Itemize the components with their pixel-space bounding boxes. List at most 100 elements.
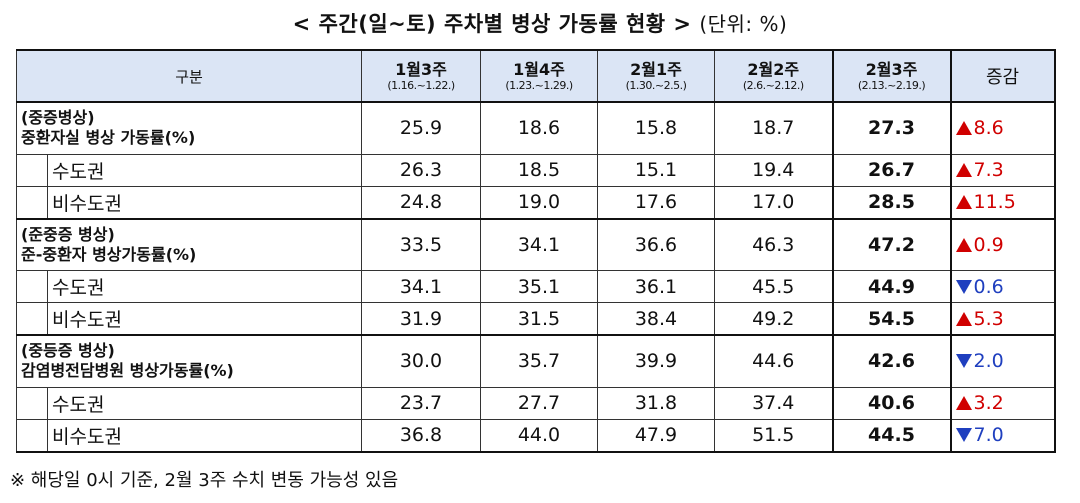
increase-triangle-icon xyxy=(955,163,972,177)
region-name: 수도권 xyxy=(52,393,105,416)
cell-week-4: 17.0 xyxy=(714,185,833,219)
region-label: 비수도권 xyxy=(16,302,362,336)
change-value: 0.9 xyxy=(973,233,1004,256)
table-row: 수도권 26.3 18.5 15.1 19.4 26.7 7.3 xyxy=(16,153,1056,187)
cell-week-2: 19.0 xyxy=(480,185,598,219)
cell-week-1: 30.0 xyxy=(361,334,481,388)
increase-triangle-icon xyxy=(955,237,972,252)
cell-week-3: 31.8 xyxy=(597,386,715,420)
indent-spacer xyxy=(17,303,48,334)
group-label-category: (중등증 병상) xyxy=(21,341,115,361)
change-value: 8.6 xyxy=(973,117,1004,140)
table-row: (중증병상) 중환자실 병상 가동률(%) 25.9 18.6 15.8 18.7 27.3… xyxy=(16,101,1056,155)
table-title: < 주간(일~토) 주차별 병상 가동률 현황 > (단위: %) xyxy=(0,8,1080,38)
cell-week-1: 36.8 xyxy=(361,418,481,453)
cell-current-week: 27.3 xyxy=(831,101,952,155)
decrease-triangle-icon xyxy=(955,354,972,369)
group-label-category: (중증병상) xyxy=(21,108,95,128)
change-value: 0.6 xyxy=(973,275,1004,298)
increase-triangle-icon xyxy=(955,195,972,209)
cell-week-3: 15.8 xyxy=(597,101,715,155)
cell-week-4: 44.6 xyxy=(714,334,833,388)
cell-week-1: 25.9 xyxy=(361,101,481,155)
table-row: 비수도권 36.8 44.0 47.9 51.5 44.5 7.0 xyxy=(16,418,1056,453)
indent-spacer xyxy=(17,186,48,218)
header-week-current: 2월3주 (2.13.~2.19.) xyxy=(831,49,952,103)
cell-week-4: 18.7 xyxy=(714,101,833,155)
group-label-metric: 준-중환자 병상가동률(%) xyxy=(21,244,197,264)
cell-week-2: 44.0 xyxy=(480,418,598,453)
region-label: 비수도권 xyxy=(16,418,362,453)
header-week-3: 2월1주 (1.30.~2.5.) xyxy=(597,49,715,103)
change-value: 7.3 xyxy=(973,159,1004,181)
increase-triangle-icon xyxy=(955,311,972,326)
title-unit: (단위: %) xyxy=(699,12,788,36)
cell-week-4: 45.5 xyxy=(714,270,833,303)
region-label: 수도권 xyxy=(16,153,362,187)
header-row: 구분 1월3주 (1.16.~1.22.) 1월4주 (1.23.~1.29.) 2… xyxy=(16,49,1056,103)
increase-triangle-icon xyxy=(955,396,972,410)
cell-change: 11.5 xyxy=(950,185,1056,219)
cell-week-4: 19.4 xyxy=(714,153,833,187)
cell-week-3: 36.1 xyxy=(597,270,715,303)
cell-change: 3.2 xyxy=(950,386,1056,420)
cell-change: 0.9 xyxy=(950,217,1056,271)
group-label-metric: 중환자실 병상 가동률(%) xyxy=(21,128,196,148)
group-label-metric: 감염병전담병원 병상가동률(%) xyxy=(21,361,234,381)
cell-change: 7.3 xyxy=(950,153,1056,187)
group-label-category: (준중증 병상) xyxy=(21,224,115,244)
change-value: 2.0 xyxy=(973,350,1004,373)
cell-week-1: 34.1 xyxy=(361,270,481,303)
table-body: (중증병상) 중환자실 병상 가동률(%) 25.9 18.6 15.8 18.7 27.3… xyxy=(16,101,1056,453)
cell-week-1: 33.5 xyxy=(361,217,481,271)
cell-week-3: 15.1 xyxy=(597,153,715,187)
region-label: 수도권 xyxy=(16,386,362,420)
bed-occupancy-table: 구분 1월3주 (1.16.~1.22.) 1월4주 (1.23.~1.29.) 2… xyxy=(16,49,1056,453)
cell-current-week: 40.6 xyxy=(831,386,952,420)
decrease-triangle-icon xyxy=(955,428,972,442)
cell-week-4: 37.4 xyxy=(714,386,833,420)
cell-week-2: 35.7 xyxy=(480,334,598,388)
region-name: 비수도권 xyxy=(52,192,122,215)
table-row: 수도권 23.7 27.7 31.8 37.4 40.6 3.2 xyxy=(16,386,1056,420)
header-week-4: 2월2주 (2.6.~2.12.) xyxy=(714,49,833,103)
cell-week-2: 18.6 xyxy=(480,101,598,155)
region-label: 비수도권 xyxy=(16,185,362,219)
group-label: (중증병상) 중환자실 병상 가동률(%) xyxy=(16,101,362,155)
cell-week-3: 47.9 xyxy=(597,418,715,453)
cell-week-1: 23.7 xyxy=(361,386,481,420)
group-label: (중등증 병상) 감염병전담병원 병상가동률(%) xyxy=(16,334,362,388)
cell-week-2: 18.5 xyxy=(480,153,598,187)
cell-current-week: 26.7 xyxy=(831,153,952,187)
indent-spacer xyxy=(17,271,48,302)
cell-week-1: 26.3 xyxy=(361,153,481,187)
cell-current-week: 54.5 xyxy=(831,302,952,336)
region-name: 수도권 xyxy=(52,160,105,183)
cell-week-1: 31.9 xyxy=(361,302,481,336)
header-change: 증감 xyxy=(950,49,1056,103)
table-row: (준중증 병상) 준-중환자 병상가동률(%) 33.5 34.1 36.6 46.3 47… xyxy=(16,217,1056,271)
cell-week-2: 31.5 xyxy=(480,302,598,336)
cell-current-week: 44.5 xyxy=(831,418,952,453)
cell-week-3: 39.9 xyxy=(597,334,715,388)
decrease-triangle-icon xyxy=(955,279,972,294)
cell-week-4: 51.5 xyxy=(714,418,833,453)
header-week-1: 1월3주 (1.16.~1.22.) xyxy=(361,49,481,103)
cell-change: 2.0 xyxy=(950,334,1056,388)
indent-spacer xyxy=(17,419,48,451)
cell-week-2: 27.7 xyxy=(480,386,598,420)
cell-current-week: 47.2 xyxy=(831,217,952,271)
cell-current-week: 44.9 xyxy=(831,270,952,303)
header-week-2: 1월4주 (1.23.~1.29.) xyxy=(480,49,598,103)
table-row: (중등증 병상) 감염병전담병원 병상가동률(%) 30.0 35.7 39.9 44.6… xyxy=(16,334,1056,388)
cell-change: 7.0 xyxy=(950,418,1056,453)
change-value: 5.3 xyxy=(973,307,1004,330)
cell-week-4: 46.3 xyxy=(714,217,833,271)
cell-current-week: 28.5 xyxy=(831,185,952,219)
region-name: 비수도권 xyxy=(52,309,122,331)
table-row: 비수도권 31.9 31.5 38.4 49.2 54.5 5.3 xyxy=(16,302,1056,336)
cell-week-1: 24.8 xyxy=(361,185,481,219)
increase-triangle-icon xyxy=(955,121,972,136)
cell-week-2: 35.1 xyxy=(480,270,598,303)
cell-change: 8.6 xyxy=(950,101,1056,155)
